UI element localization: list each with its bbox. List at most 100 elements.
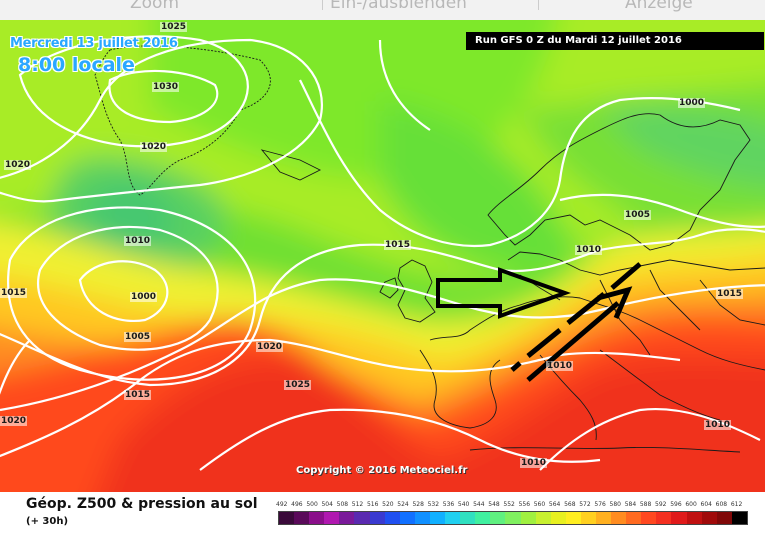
legend-swatch <box>626 512 642 524</box>
legend-labels: 492 496 500 504 508 512 516 520 524 528 532 536 540 5… <box>276 501 748 511</box>
legend-swatch <box>505 512 521 524</box>
trend-arrow <box>510 262 642 382</box>
forecast-date: Mercredi 13 juillet 2016 <box>10 36 178 51</box>
legend-swatch <box>324 512 340 524</box>
legend-swatch <box>716 512 732 524</box>
toggle-menu[interactable]: Ein-/ausblenden <box>330 0 467 13</box>
legend-label: 492 <box>276 501 288 508</box>
legend-swatch <box>399 512 415 524</box>
legend-swatch <box>520 512 536 524</box>
legend-label: 580 <box>609 501 621 508</box>
legend-swatch <box>429 512 446 524</box>
legend-label: 596 <box>670 501 682 508</box>
legend-label: 592 <box>655 501 667 508</box>
legend-swatch <box>656 512 672 524</box>
forecast-offset: (+ 30h) <box>26 516 69 527</box>
legend-label: 544 <box>473 501 485 508</box>
legend-swatch <box>294 512 310 524</box>
legend-label: 552 <box>503 501 515 508</box>
legend-swatch <box>309 512 325 524</box>
legend-label: 520 <box>382 501 394 508</box>
legend-label: 512 <box>351 501 364 508</box>
legend-swatch <box>535 512 551 524</box>
legend-label: 540 <box>457 501 470 508</box>
legend-label: 608 <box>715 501 728 508</box>
legend-label: 508 <box>336 501 349 508</box>
isobar-label: 1025 <box>160 22 188 32</box>
isobar-label: 1020 <box>140 142 168 152</box>
toolbar-divider <box>322 0 323 10</box>
model-run-label: Run GFS 0 Z du Mardi 12 juillet 2016 <box>466 32 764 50</box>
legend-swatch <box>339 512 355 524</box>
top-toolbar: Zoom Ein-/ausblenden Anzeige <box>0 0 765 21</box>
isobar-label: 1015 <box>384 240 412 250</box>
legend-label: 588 <box>639 501 652 508</box>
legend-swatch <box>475 512 491 524</box>
toolbar-divider <box>538 0 539 10</box>
legend-label: 500 <box>306 501 318 508</box>
legend-swatch <box>641 512 657 524</box>
legend-label: 548 <box>488 501 500 508</box>
legend-label: 576 <box>594 501 606 508</box>
legend-swatch <box>611 512 627 524</box>
legend-swatch <box>414 512 430 524</box>
legend-label: 532 <box>427 501 440 508</box>
isobar-label: 1010 <box>575 245 603 255</box>
legend-label: 572 <box>579 501 591 508</box>
isobar-label: 1005 <box>624 210 652 220</box>
legend-swatch <box>490 512 506 524</box>
isobar-label: 1000 <box>130 292 158 302</box>
legend-swatch <box>731 512 747 524</box>
copyright-notice: Copyright © 2016 Meteociel.fr <box>296 465 468 476</box>
map-canvas <box>0 20 765 492</box>
isobar-label: 1015 <box>124 390 152 400</box>
isobar-label: 1005 <box>124 332 152 342</box>
legend-swatch <box>671 512 687 524</box>
legend-swatch <box>445 512 461 524</box>
legend-swatch <box>550 512 566 524</box>
color-legend: 492 496 500 504 508 512 516 520 524 528 532 536 540 5… <box>276 501 748 525</box>
legend-swatch <box>354 512 370 524</box>
isobar-label: 1010 <box>124 236 152 246</box>
isobar-label: 1025 <box>284 380 312 390</box>
legend-label: 584 <box>624 501 637 508</box>
legend-color-bar <box>278 511 748 525</box>
isobar-label: 1020 <box>0 416 28 426</box>
legend-swatch <box>686 512 702 524</box>
legend-label: 612 <box>730 501 743 508</box>
legend-label: 568 <box>564 501 576 508</box>
legend-swatch <box>279 512 295 524</box>
legend-swatch <box>369 512 385 524</box>
legend-label: 516 <box>366 501 379 508</box>
legend-swatch <box>701 512 717 524</box>
isobar-label: 1015 <box>0 288 28 298</box>
legend-label: 528 <box>412 501 424 508</box>
legend-label: 504 <box>321 501 333 508</box>
legend-swatch <box>580 512 596 524</box>
isobar-label: 1010 <box>520 458 548 468</box>
isobar-label: 1030 <box>152 82 180 92</box>
flow-arrow <box>436 267 571 319</box>
legend-label: 564 <box>548 501 561 508</box>
isobar-label: 1020 <box>256 342 284 352</box>
isobar-label: 1010 <box>704 420 732 430</box>
zoom-menu[interactable]: Zoom <box>130 0 180 13</box>
legend-label: 536 <box>442 501 455 508</box>
isobar-label: 1015 <box>716 289 744 299</box>
legend-swatch <box>565 512 581 524</box>
forecast-hour: 8:00 locale <box>18 54 135 76</box>
legend-label: 560 <box>533 501 546 508</box>
isobar-label: 1000 <box>678 98 706 108</box>
legend-label: 524 <box>397 501 409 508</box>
weather-map: 1025 1030 1020 1020 1010 1015 1000 1005 … <box>0 20 765 492</box>
legend-swatch <box>595 512 612 524</box>
legend-label: 496 <box>291 501 303 508</box>
isobar-label: 1020 <box>4 160 32 170</box>
map-footer: Géop. Z500 & pression au sol (+ 30h) 492… <box>0 492 765 555</box>
legend-label: 600 <box>685 501 697 508</box>
legend-label: 556 <box>518 501 531 508</box>
legend-swatch <box>384 512 400 524</box>
display-menu[interactable]: Anzeige <box>625 0 693 13</box>
isobar-label: 1010 <box>546 361 574 371</box>
legend-label: 604 <box>700 501 712 508</box>
